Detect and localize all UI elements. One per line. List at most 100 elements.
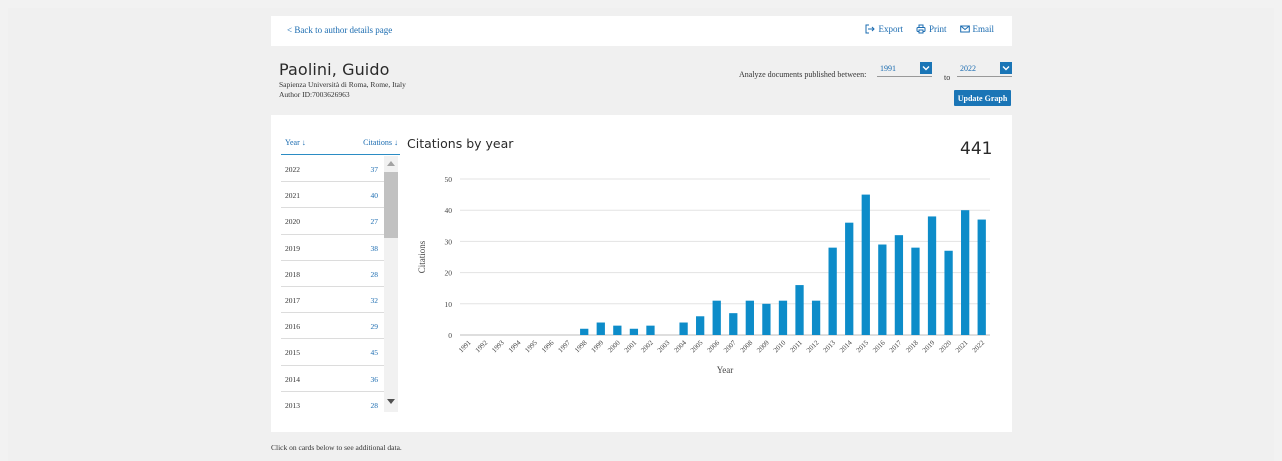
x-tick-label: 2009 [755, 338, 771, 354]
bar-2014 [845, 222, 854, 335]
table-row: 2015 45 [281, 339, 384, 366]
email-button[interactable]: Email [959, 24, 994, 34]
update-graph-button[interactable]: Update Graph [954, 90, 1011, 106]
bar-2021 [961, 210, 970, 335]
export-button[interactable]: Export [865, 24, 903, 34]
table-scrollbar[interactable] [384, 156, 398, 412]
x-tick-label: 1996 [540, 338, 556, 354]
footer-note: Click on cards below to see additional d… [271, 443, 402, 452]
bar-2016 [878, 244, 887, 335]
table-row: 2013 28 [281, 392, 384, 412]
from-year-value: 1991 [880, 64, 896, 73]
y-tick-label: 30 [445, 237, 453, 246]
x-tick-label: 2019 [921, 338, 937, 354]
author-name: Paolini, Guido [279, 60, 390, 79]
to-year-value: 2022 [960, 64, 976, 73]
row-citations-link[interactable]: 29 [370, 322, 379, 332]
table-row: 2022 37 [281, 156, 384, 183]
scroll-down-icon[interactable] [387, 399, 395, 404]
bar-2002 [646, 325, 655, 335]
row-citations-link[interactable]: 28 [370, 269, 379, 279]
bar-2000 [613, 325, 622, 335]
x-tick-label: 1993 [490, 338, 506, 354]
x-tick-label: 2000 [606, 338, 622, 354]
back-link[interactable]: < Back to author details page [287, 25, 393, 35]
x-axis-label: Year [717, 365, 734, 375]
action-bar: Export Print Email [865, 24, 994, 34]
x-tick-label: 2013 [822, 338, 838, 354]
x-tick-label: 1999 [590, 338, 606, 354]
x-tick-label: 2006 [706, 338, 722, 354]
x-tick-label: 1994 [507, 338, 523, 354]
row-citations-link[interactable]: 36 [370, 374, 379, 384]
to-label: to [944, 73, 951, 82]
from-year-select[interactable]: 1991 [877, 62, 932, 77]
bar-2022 [977, 219, 986, 335]
x-tick-label: 2017 [888, 338, 904, 354]
row-citations-link[interactable]: 32 [370, 295, 379, 305]
x-tick-label: 1997 [557, 338, 573, 354]
table-row: 2020 27 [281, 208, 384, 235]
row-citations-link[interactable]: 28 [370, 400, 379, 410]
x-tick-label: 2008 [739, 338, 755, 354]
row-year: 2022 [285, 165, 300, 174]
scroll-up-icon[interactable] [387, 161, 395, 166]
table-row: 2019 38 [281, 235, 384, 261]
x-tick-label: 2012 [805, 338, 821, 354]
row-year: 2014 [285, 374, 300, 384]
bar-1998 [580, 328, 589, 335]
total-citations: 441 [960, 139, 993, 159]
email-icon [959, 25, 970, 33]
x-tick-label: 2021 [954, 338, 970, 354]
x-tick-label: 1992 [474, 338, 490, 354]
table-header: Year ↓ Citations ↓ [281, 138, 400, 155]
scroll-thumb[interactable] [384, 172, 398, 238]
row-year: 2013 [285, 400, 300, 410]
top-bar: < Back to author details page Export Pri… [271, 16, 1012, 46]
year-sort-header[interactable]: Year ↓ [285, 138, 306, 147]
citations-sort-header[interactable]: Citations ↓ [363, 138, 398, 147]
table-row: 2018 28 [281, 261, 384, 287]
x-tick-label: 2003 [656, 338, 672, 354]
x-tick-label: 2014 [838, 338, 854, 354]
row-citations-link[interactable]: 45 [370, 348, 379, 358]
row-year: 2021 [285, 191, 300, 201]
x-tick-label: 2002 [639, 338, 655, 354]
x-tick-label: 2011 [789, 338, 805, 354]
range-label: Analyze documents published between: [739, 70, 867, 79]
bar-2004 [679, 322, 688, 335]
export-icon [865, 24, 876, 34]
print-icon [916, 24, 926, 34]
row-year: 2017 [285, 295, 300, 305]
row-citations-link[interactable]: 40 [370, 191, 379, 201]
x-tick-label: 1998 [573, 338, 589, 354]
row-year: 2018 [285, 269, 300, 279]
x-tick-label: 2005 [689, 338, 705, 354]
y-axis-label: Citations [417, 240, 427, 273]
bar-2013 [828, 247, 837, 335]
to-year-select[interactable]: 2022 [957, 62, 1012, 77]
print-button[interactable]: Print [916, 24, 947, 34]
y-tick-label: 20 [445, 269, 453, 278]
bar-2019 [927, 216, 937, 335]
author-affiliation: Sapienza Università di Roma, Rome, Italy [279, 80, 406, 89]
x-tick-label: 2010 [772, 338, 788, 354]
row-citations-link[interactable]: 27 [370, 217, 379, 227]
citations-table: 2022 37 2021 40 2020 27 2019 38 2018 28 2017 32 2016… [281, 156, 384, 412]
x-tick-label: 2022 [971, 338, 987, 354]
chart-title: Citations by year [407, 136, 514, 151]
row-citations-link[interactable]: 38 [370, 243, 379, 253]
bar-1999 [596, 322, 605, 335]
x-tick-label: 2020 [937, 338, 953, 354]
table-row: 2021 40 [281, 182, 384, 209]
row-citations-link[interactable]: 37 [370, 165, 379, 174]
chevron-down-icon[interactable] [1000, 62, 1012, 74]
x-tick-label: 2016 [871, 338, 887, 354]
x-tick-label: 2015 [855, 338, 871, 354]
bar-2009 [762, 303, 771, 335]
author-id: Author ID:7003626963 [279, 90, 350, 99]
chevron-down-icon[interactable] [920, 62, 932, 74]
table-row: 2014 36 [281, 366, 384, 392]
bar-2011 [795, 285, 804, 335]
